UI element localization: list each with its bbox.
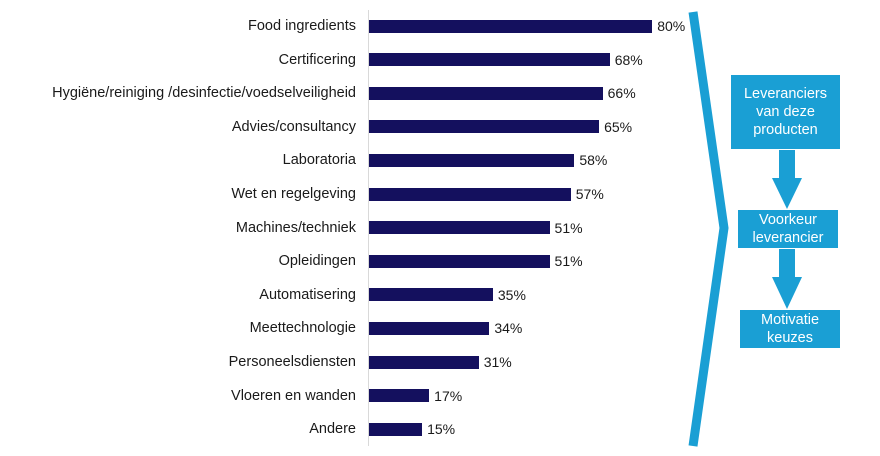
bar <box>369 355 479 369</box>
bar <box>369 288 493 302</box>
category-label: Personeelsdiensten <box>228 354 356 370</box>
value-label: 51% <box>554 253 583 270</box>
category-label: Hygiëne/reiniging /desinfectie/voedselve… <box>52 85 356 102</box>
category-label: Opleidingen <box>278 253 356 270</box>
value-label: 80% <box>657 18 686 34</box>
flow-step-text: producten <box>753 122 818 138</box>
category-label: Andere <box>309 421 356 438</box>
flow-step-text: keuzes <box>767 330 813 346</box>
value-label: 66% <box>607 85 636 102</box>
category-label: Vloeren en wanden <box>231 387 356 404</box>
category-label: Automatisering <box>259 286 356 303</box>
category-label: Meettechnologie <box>249 320 356 337</box>
value-label: 58% <box>579 152 608 169</box>
value-label: 35% <box>497 286 526 303</box>
bar <box>369 254 550 268</box>
value-label: 31% <box>483 354 512 370</box>
value-label: 65% <box>604 118 633 135</box>
bar <box>369 86 603 100</box>
category-label: Certificering <box>278 51 356 68</box>
value-label: 51% <box>554 219 583 236</box>
bar <box>369 120 600 134</box>
arrow-down-icon <box>772 150 802 209</box>
value-label: 68% <box>614 51 643 68</box>
bar <box>369 221 550 235</box>
category-label: Wet en regelgeving <box>231 186 356 202</box>
bar <box>369 153 575 167</box>
value-label: 17% <box>434 387 463 404</box>
category-label: Advies/consultancy <box>231 118 356 135</box>
bar <box>369 389 430 403</box>
bar <box>369 53 610 67</box>
value-label: 15% <box>427 421 456 438</box>
flow-step-text: Voorkeur <box>758 212 818 228</box>
flow-step-text: Motivatie <box>760 312 820 328</box>
flow-step-text: van deze <box>756 104 815 120</box>
flow-step-motivation: Motivatie keuzes <box>740 310 840 348</box>
arrow-down-icon <box>772 249 802 309</box>
flow-step-text: leverancier <box>752 230 824 246</box>
value-label: 34% <box>494 320 523 337</box>
y-axis-line <box>368 10 369 446</box>
bar <box>369 187 571 201</box>
flow-step-suppliers: Leveranciers van deze producten <box>731 75 840 149</box>
bar <box>369 422 423 436</box>
flow-step-preference: Voorkeur leverancier <box>738 210 838 248</box>
bar <box>369 19 653 33</box>
category-label: Laboratoria <box>282 152 356 169</box>
category-label: Machines/techniek <box>235 219 356 236</box>
category-label: Food ingredients <box>247 18 356 34</box>
flow-step-text: Leveranciers <box>743 86 827 102</box>
value-label: 57% <box>575 186 604 202</box>
bar <box>369 321 490 335</box>
